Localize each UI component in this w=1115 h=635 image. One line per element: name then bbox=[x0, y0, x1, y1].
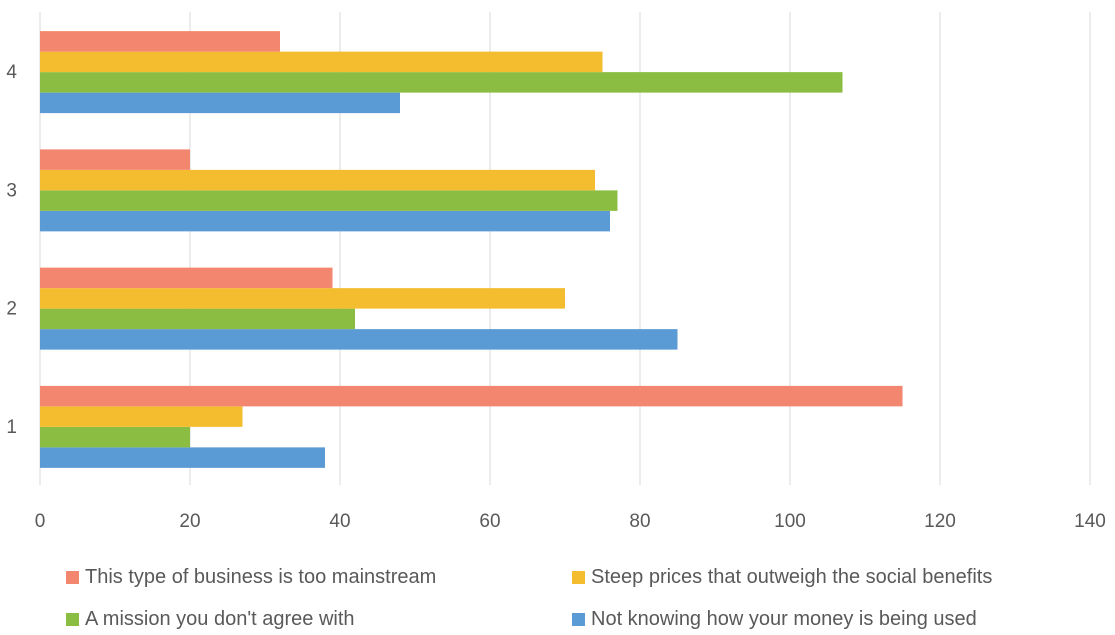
bar-series-1-cat-4 bbox=[40, 72, 843, 93]
bar-series-2-cat-3 bbox=[40, 169, 595, 191]
bar-series-1-cat-2 bbox=[40, 308, 355, 330]
x-tick-label: 140 bbox=[1074, 511, 1106, 532]
x-tick-label: 60 bbox=[479, 511, 500, 532]
bar-series-2-cat-4 bbox=[40, 51, 603, 73]
bar-series-2-cat-2 bbox=[40, 288, 565, 309]
bar-series-1-cat-1 bbox=[40, 426, 190, 448]
y-tick-label: 3 bbox=[6, 180, 17, 201]
bar-series-0-cat-3 bbox=[40, 210, 610, 232]
y-axis-ticks: 1 2 3 4 bbox=[6, 62, 17, 438]
bar-series-0-cat-1 bbox=[40, 447, 325, 468]
bar-series-3-cat-1 bbox=[40, 385, 903, 407]
x-tick-label: 100 bbox=[774, 511, 806, 532]
x-tick-label: 40 bbox=[329, 511, 350, 532]
x-tick-label: 120 bbox=[924, 511, 956, 532]
bars bbox=[40, 31, 903, 468]
x-tick-label: 80 bbox=[629, 511, 650, 532]
x-axis-ticks: 0 20 40 60 80 100 120 140 bbox=[35, 511, 1106, 532]
bar-series-0-cat-2 bbox=[40, 329, 678, 350]
bar-series-3-cat-4 bbox=[40, 31, 280, 52]
bar-series-2-cat-1 bbox=[40, 406, 243, 427]
y-tick-label: 4 bbox=[6, 62, 17, 83]
y-tick-label: 2 bbox=[6, 299, 17, 320]
bar-series-3-cat-2 bbox=[40, 267, 333, 289]
bar-series-0-cat-4 bbox=[40, 92, 400, 114]
bar-series-1-cat-3 bbox=[40, 190, 618, 211]
x-tick-label: 0 bbox=[35, 511, 46, 532]
bar-series-3-cat-3 bbox=[40, 149, 190, 170]
x-tick-label: 20 bbox=[179, 511, 200, 532]
y-tick-label: 1 bbox=[6, 417, 17, 438]
